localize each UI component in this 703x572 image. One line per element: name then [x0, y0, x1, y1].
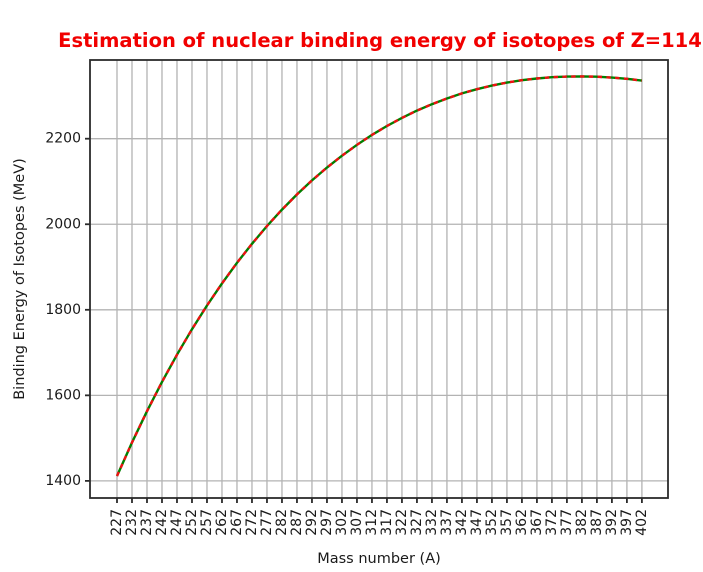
x-tick-label: 372: [544, 509, 560, 536]
x-tick-label: 272: [244, 509, 260, 536]
x-tick-label: 392: [604, 509, 620, 536]
y-tick-label: 2200: [45, 131, 81, 147]
chart-title: Estimation of nuclear binding energy of …: [58, 29, 702, 52]
x-tick-label: 402: [634, 509, 650, 536]
x-tick-label: 252: [184, 509, 200, 536]
x-tick-label: 382: [574, 509, 590, 536]
binding-energy-dashed-line: [115, 75, 643, 477]
x-tick-label: 232: [124, 509, 140, 536]
x-tick-label: 267: [229, 509, 245, 536]
y-tick-label: 2000: [45, 216, 81, 232]
x-tick-label: 292: [304, 509, 320, 536]
x-tick-label: 247: [169, 509, 185, 536]
x-tick-label: 387: [589, 509, 605, 536]
x-tick-label: 327: [409, 509, 425, 536]
y-axis-label: Binding Energy of Isotopes (MeV): [12, 158, 28, 400]
y-tick-label: 1600: [45, 387, 81, 403]
x-tick-label: 332: [424, 509, 440, 536]
x-tick-label: 357: [499, 509, 515, 536]
x-tick-label: 237: [139, 509, 155, 536]
x-tick-label: 377: [559, 509, 575, 536]
x-tick-label: 302: [334, 509, 350, 536]
x-tick-label: 312: [364, 509, 380, 536]
plot-border: [89, 59, 669, 499]
x-tick-label: 307: [349, 509, 365, 536]
chart-generated-layer: 227 232 237 242 247 252 257 262 267 272 277 282 287 2…: [45, 59, 669, 536]
x-tick-label: 342: [454, 509, 470, 536]
x-tick-label: 397: [619, 509, 635, 536]
y-tick-label: 1800: [45, 302, 81, 318]
x-tick-label: 282: [274, 509, 290, 536]
x-axis-label: Mass number (A): [317, 551, 441, 567]
x-tick-label: 362: [514, 509, 530, 536]
x-tick-label: 347: [469, 509, 485, 536]
x-tick-label: 277: [259, 509, 275, 536]
x-tick-label: 352: [484, 509, 500, 536]
y-tick-label: 1400: [45, 473, 81, 489]
x-tick-label: 242: [154, 509, 170, 536]
x-tick-label: 287: [289, 509, 305, 536]
x-tick-label: 262: [214, 509, 230, 536]
x-tick-label: 297: [319, 509, 335, 536]
x-tick-label: 317: [379, 509, 395, 536]
x-tick-label: 322: [394, 509, 410, 536]
x-tick-label: 227: [109, 509, 125, 536]
x-tick-label: 367: [529, 509, 545, 536]
x-tick-label: 257: [199, 509, 215, 536]
x-tick-label: 337: [439, 509, 455, 536]
plot-area: [90, 60, 668, 498]
